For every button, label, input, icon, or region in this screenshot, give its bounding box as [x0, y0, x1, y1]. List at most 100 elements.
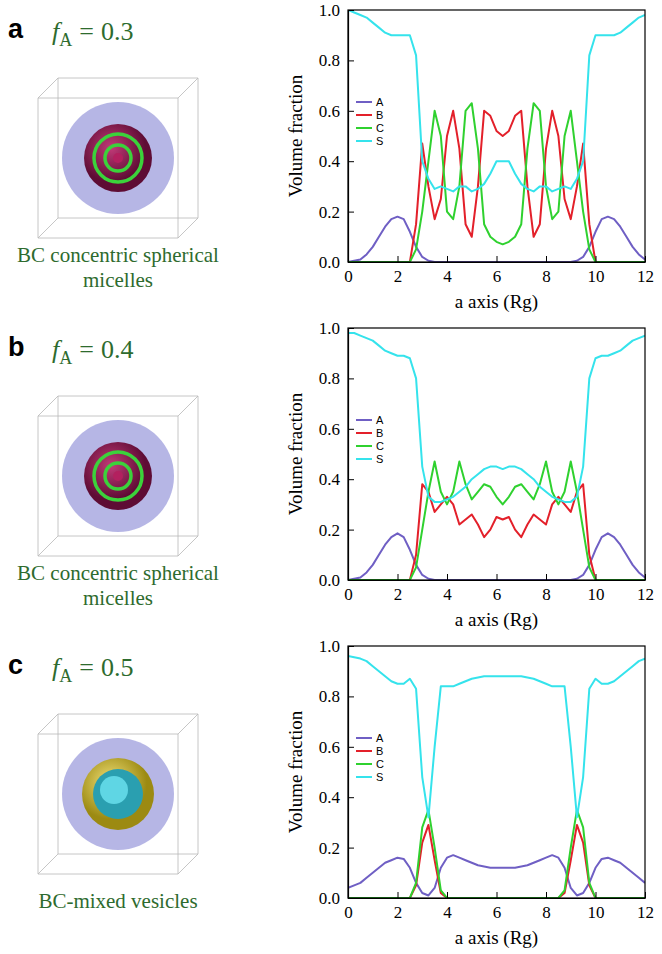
y-axis-line [348, 11, 349, 263]
y-tick-mark [348, 530, 354, 531]
parameter-relation: = [79, 335, 94, 364]
x-tick-mark [348, 256, 349, 262]
x-tick: 2 [394, 892, 403, 922]
plot-frame [348, 646, 645, 898]
core-center [113, 471, 123, 481]
caption: BC concentric sphericalmicelles [17, 561, 219, 610]
series-line [348, 333, 645, 502]
x-tick: 2 [394, 256, 403, 286]
series-line [348, 855, 645, 895]
parameter-subscript: A [59, 30, 72, 50]
legend-swatch [356, 763, 372, 765]
x-tick: 4 [443, 892, 452, 922]
x-tick-mark [546, 256, 547, 262]
cube-edge [38, 218, 58, 238]
legend-label: A [376, 414, 384, 426]
plot-frame [348, 328, 645, 580]
cube-edge [38, 874, 178, 875]
illustration [38, 78, 198, 238]
legend-swatch [356, 127, 372, 129]
y-tick-mark [348, 797, 354, 798]
x-tick: 8 [542, 256, 551, 286]
y-tick: 0.8 [319, 369, 354, 388]
series-line [348, 103, 645, 262]
plot-lines [348, 656, 645, 898]
x-tick-mark [645, 892, 646, 898]
cube-edge [178, 416, 179, 556]
cube-edge [38, 854, 58, 874]
series-line [348, 484, 645, 580]
x-tick-mark [398, 256, 399, 262]
y-tick-label: 0.6 [319, 102, 340, 121]
legend-label: C [376, 758, 384, 770]
cube-edge [58, 396, 198, 397]
core-center [113, 153, 123, 163]
cube-edge [198, 78, 199, 218]
cube-edge [58, 536, 198, 537]
legend-label: S [376, 771, 383, 783]
x-tick-label: 0 [344, 267, 353, 286]
cube-edge [58, 854, 198, 855]
y-axis: 0.00.20.40.60.81.0 [319, 319, 354, 590]
x-tick: 0 [344, 574, 353, 604]
y-tick-mark [348, 328, 354, 329]
x-tick-mark [348, 892, 349, 898]
legend-label: B [376, 109, 383, 121]
x-axis: 024681012 [344, 256, 654, 286]
x-tick-mark [447, 574, 448, 580]
legend-swatch [356, 737, 372, 739]
legend-label: C [376, 122, 384, 134]
x-tick-label: 6 [493, 903, 502, 922]
series-line [348, 825, 645, 898]
panel-letter: a [8, 14, 24, 44]
legend-label: A [376, 96, 384, 108]
x-tick-label: 12 [637, 903, 654, 922]
x-tick-label: 8 [542, 267, 551, 286]
cube-edge [178, 396, 198, 416]
caption-line: micelles [83, 268, 153, 292]
y-axis: 0.00.20.40.60.81.0 [319, 637, 354, 908]
core [84, 124, 152, 192]
y-tick-label: 0.2 [319, 521, 340, 540]
plot-lines [348, 10, 645, 262]
x-tick-mark [546, 574, 547, 580]
cube-edge [38, 714, 58, 734]
series-line [348, 533, 645, 580]
cube-edge [58, 714, 59, 854]
y-tick: 1.0 [319, 637, 354, 656]
core-shell [94, 452, 142, 500]
cube-edge [38, 78, 58, 98]
parameter-relation: = [79, 17, 94, 46]
y-tick-label: 0.6 [319, 420, 340, 439]
cube-edge [198, 396, 199, 536]
caption-line: micelles [83, 586, 153, 610]
x-tick-mark [596, 574, 597, 580]
y-tick-label: 0.8 [319, 687, 340, 706]
y-tick: 1.0 [319, 319, 354, 338]
panel-letter: c [8, 650, 23, 680]
series-line [348, 810, 645, 898]
x-axis-title: a axis (Rg) [455, 609, 538, 631]
y-axis-line [348, 647, 349, 899]
x-tick-label: 12 [637, 585, 654, 604]
x-tick-label: 10 [588, 585, 605, 604]
parameter-value: 0.5 [101, 653, 134, 682]
legend-swatch [356, 140, 372, 142]
cube-edge [178, 854, 198, 874]
y-tick-mark [348, 10, 354, 11]
y-tick: 0.2 [319, 521, 354, 540]
cube-edge [58, 78, 59, 218]
x-tick: 10 [588, 574, 605, 604]
panel: afA=0.3BC concentric sphericalmicelles0.… [8, 1, 654, 313]
cube-edge [38, 98, 39, 238]
corona [62, 420, 174, 532]
legend-swatch [356, 445, 372, 447]
x-tick-mark [596, 892, 597, 898]
y-tick-mark [348, 696, 354, 697]
series-line [348, 656, 645, 817]
y-tick-mark [348, 212, 354, 213]
cube-edge [178, 734, 179, 874]
y-tick: 0.8 [319, 51, 354, 70]
x-tick-label: 12 [637, 267, 654, 286]
x-tick: 0 [344, 256, 353, 286]
